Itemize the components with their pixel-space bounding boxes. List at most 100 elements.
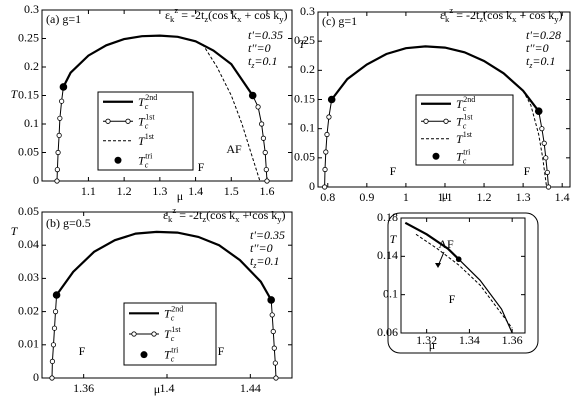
y-tick-label: 0.18 bbox=[377, 210, 398, 224]
legend-label-part: T bbox=[138, 153, 146, 167]
legend-label-part: T bbox=[138, 95, 146, 109]
phase-line bbox=[330, 45, 540, 112]
x-tick-label: 1.36 bbox=[73, 381, 94, 395]
region-label: F bbox=[218, 344, 225, 358]
x-axis-label: μ bbox=[429, 338, 435, 352]
x-tick-label: 1.4 bbox=[160, 381, 175, 395]
y-tick-label: 0.01 bbox=[18, 337, 39, 351]
formula-part: k bbox=[231, 8, 237, 22]
legend-label-part: T bbox=[138, 114, 146, 128]
legend-label: Tctri bbox=[456, 147, 471, 165]
legend-label-part: tri bbox=[171, 345, 179, 354]
x-tick-label: 1 bbox=[403, 190, 409, 204]
formula-part: z bbox=[172, 205, 176, 215]
formula: εkz = -2tz(cos kx + cos ky) bbox=[163, 205, 286, 224]
line-marker bbox=[544, 169, 550, 176]
line-marker bbox=[272, 360, 278, 366]
legend-label-part: T bbox=[456, 114, 464, 128]
tricritical-point bbox=[248, 91, 257, 100]
y-tick-label: 0.1 bbox=[24, 116, 39, 130]
formula-part: y bbox=[279, 14, 284, 24]
line-marker bbox=[260, 135, 267, 141]
legend-label: Tc1st bbox=[138, 112, 155, 130]
line-marker bbox=[545, 184, 552, 190]
line-marker bbox=[255, 104, 261, 110]
legend-label-part: T bbox=[164, 327, 172, 341]
legend-label-part: T bbox=[164, 306, 172, 320]
parameter: t''=0 bbox=[248, 41, 271, 55]
legend-swatch bbox=[432, 152, 440, 160]
formula-part: k bbox=[273, 8, 279, 22]
y-tick-label: 0.2 bbox=[24, 59, 39, 73]
x-axis-label: μ bbox=[442, 188, 448, 202]
legend-label-part: 1st bbox=[171, 325, 181, 334]
line-marker bbox=[541, 140, 547, 146]
formula-part: z bbox=[202, 214, 206, 224]
legend-label-part: T bbox=[456, 132, 464, 146]
line-marker bbox=[49, 375, 55, 381]
parameter-part: =0.1 bbox=[254, 54, 277, 68]
legend-label: Tc2nd bbox=[138, 93, 157, 111]
x-tick-label: 1.4 bbox=[555, 190, 570, 204]
line-marker bbox=[263, 167, 269, 173]
parameter: t'=0.35 bbox=[248, 28, 283, 42]
formula-part: ) bbox=[282, 208, 286, 222]
parameter-part: t bbox=[248, 54, 252, 68]
legend-label-part: c bbox=[171, 313, 175, 322]
parameter-part: t''=0 bbox=[248, 41, 271, 55]
y-tick-label: 0.05 bbox=[294, 150, 315, 164]
x-tick-label: 1.34 bbox=[459, 333, 480, 347]
y-tick-label: 0.06 bbox=[377, 325, 398, 339]
legend-label-part: c bbox=[145, 160, 149, 169]
region-label: F bbox=[390, 164, 397, 178]
formula-part: (cos bbox=[206, 208, 229, 222]
y-tick-label: 0.25 bbox=[18, 30, 39, 44]
y-axis-label: T bbox=[299, 37, 307, 51]
legend-label-part: 1st bbox=[145, 132, 155, 141]
legend-label-part: T bbox=[456, 149, 464, 163]
y-tick-label: 0.02 bbox=[18, 303, 39, 317]
legend-swatch bbox=[114, 156, 122, 164]
formula-part: ε bbox=[163, 208, 168, 222]
y-tick-label: 0.03 bbox=[18, 270, 39, 284]
legend-label-part: c bbox=[145, 102, 149, 111]
legend-swatch bbox=[105, 118, 111, 124]
parameter-part: t''=0 bbox=[250, 241, 273, 255]
x-tick-label: 1.5 bbox=[224, 184, 239, 198]
line-marker bbox=[259, 121, 265, 127]
y-tick-label: 0.2 bbox=[300, 62, 315, 76]
legend-label-part: T bbox=[456, 97, 464, 111]
formula-part: ) bbox=[559, 8, 563, 22]
legend-label-part: c bbox=[171, 354, 175, 363]
region-label: AF bbox=[226, 142, 242, 156]
phase-line bbox=[458, 258, 513, 334]
legend-label: Tc1st bbox=[164, 325, 181, 343]
formula-part: t bbox=[476, 8, 480, 22]
line-marker bbox=[273, 375, 279, 381]
region-label: F bbox=[449, 292, 456, 306]
legend-label: T1st bbox=[456, 130, 473, 146]
phase-line bbox=[202, 43, 261, 182]
parameter-part: t bbox=[250, 254, 254, 268]
formula-part: z bbox=[204, 14, 208, 24]
parameter-part: z bbox=[252, 261, 256, 270]
line-marker bbox=[49, 358, 56, 364]
line-marker bbox=[50, 342, 57, 348]
line-marker bbox=[56, 132, 62, 138]
x-tick-label: 1.44 bbox=[240, 381, 261, 395]
x-axis-label: μ bbox=[177, 189, 183, 203]
arrow-head bbox=[435, 263, 441, 268]
y-tick-label: 0.3 bbox=[24, 2, 39, 16]
phase-line bbox=[62, 34, 254, 97]
line-marker bbox=[262, 149, 268, 156]
legend-swatch bbox=[125, 118, 131, 124]
formula-part: = -2 bbox=[176, 208, 199, 222]
panel-title: (c) g=1 bbox=[322, 14, 357, 28]
line-marker bbox=[543, 155, 549, 161]
phase-line bbox=[55, 230, 273, 301]
parameter-part: t'=0.35 bbox=[250, 228, 285, 242]
x-tick-label: 0.9 bbox=[359, 190, 374, 204]
region-label: F bbox=[524, 164, 531, 178]
formula-part: y bbox=[554, 14, 559, 24]
